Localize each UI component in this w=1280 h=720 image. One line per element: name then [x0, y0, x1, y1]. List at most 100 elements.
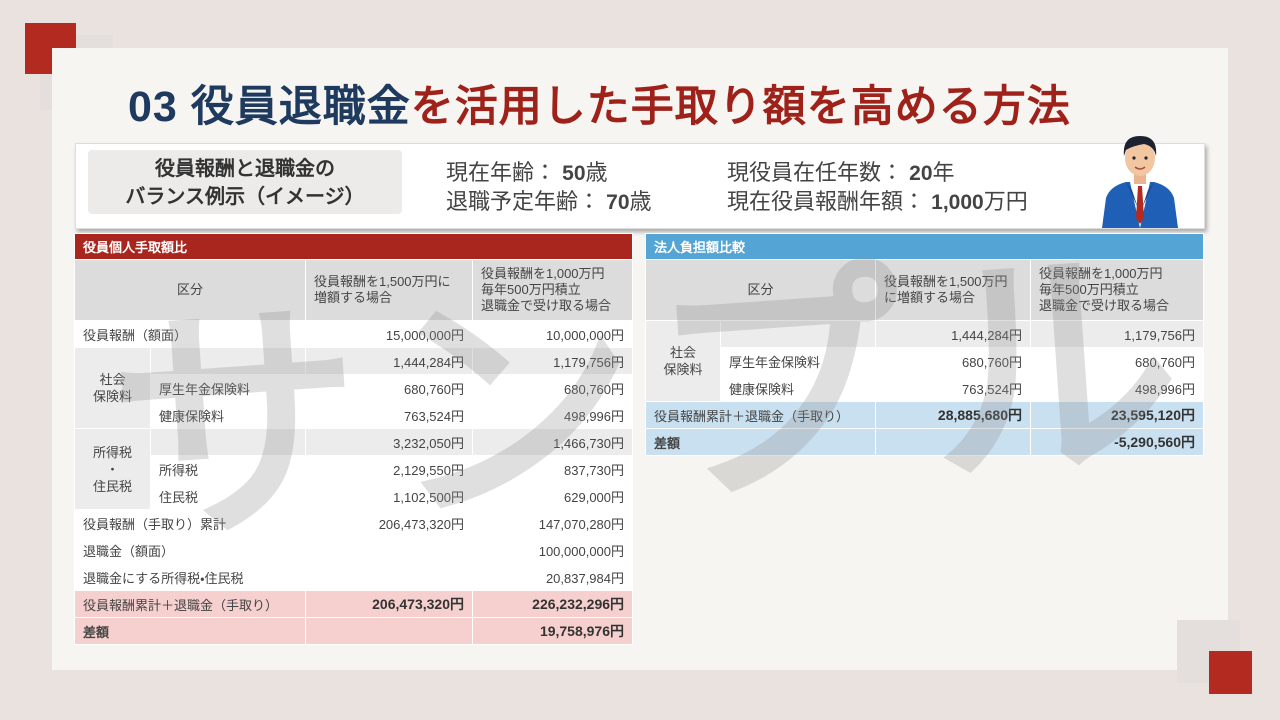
table-cell: 役員報酬を1,500万円に増額する場合 [305, 259, 473, 321]
info-item-label: 現在役員報酬年額： [727, 189, 926, 214]
table-cell [720, 320, 876, 348]
info-item-value: 20 [909, 162, 933, 185]
illustration-part [1144, 156, 1148, 160]
table-cell: 役員報酬累計＋退職金（手取り） [645, 401, 876, 429]
table-cell: 23,595,120円 [1029, 401, 1205, 429]
table-cell: 1,179,756円 [1029, 320, 1205, 348]
text-line: に増額する場合 [884, 290, 976, 305]
table-cell: 役員個人手取額比 [73, 233, 634, 260]
table-cell: 147,070,280円 [471, 509, 634, 537]
info-item-unit: 歳 [629, 189, 652, 214]
table-cell: 100,000,000円 [471, 536, 634, 564]
table-cell: 役員報酬累計＋退職金（手取り） [74, 590, 306, 618]
table-row: 役員報酬累計＋退職金（手取り） 28,885,680円 23,595,120円 [645, 401, 1205, 429]
info-item-unit: 万円 [983, 189, 1028, 214]
text-line: 役員報酬を1,000万円 [1039, 266, 1163, 281]
table-cell: 680,760円 [305, 374, 473, 402]
title: 03 役員退職金を活用した手取り額を高める方法 [128, 72, 1071, 134]
table-body: 役員個人手取額比 区分 役員報酬を1,500万円に 増額する場合 役員報酬を1,000… [73, 233, 634, 645]
text-line: 社会 [669, 345, 696, 360]
table-cell: -5,290,560円 [1029, 428, 1205, 456]
table-row: 健康保険料 763,524円 498,996円 [646, 374, 1205, 402]
text-line: 毎年500万円積立 [481, 282, 581, 297]
text-line: 保険料 [663, 362, 703, 377]
person-illustration [1102, 136, 1178, 228]
table-cell: 社会 保険料 [645, 320, 721, 402]
table-cell: 1,444,284円 [875, 320, 1031, 348]
info-item-value: 1,000 [931, 191, 984, 214]
title-dark: 03 役員退職金 [128, 83, 411, 131]
illustration-part [1123, 136, 1157, 156]
table-cell [305, 617, 473, 645]
text-line: 退職金で受け取る場合 [481, 298, 612, 313]
table-row: 退職金（額面） 100,000,000円 [74, 536, 634, 564]
info-item-unit: 年 [932, 160, 955, 185]
table-cell: 498,996円 [471, 401, 634, 429]
table-cell: 629,000円 [471, 482, 634, 510]
table-cell [305, 536, 473, 564]
text-line: 役員報酬を1,500万円 [884, 274, 1008, 289]
table-cell: 役員報酬を1,500万円に増額する場合 [875, 259, 1031, 321]
table-cell: 1,444,284円 [305, 347, 473, 375]
info-item-unit: 歳 [585, 160, 608, 185]
table-cell: 763,524円 [305, 401, 473, 429]
info-label-line: 役員報酬と退職金の [155, 158, 335, 180]
info-item-value: 70 [606, 191, 630, 214]
table-cell: 680,760円 [1029, 347, 1205, 375]
table-row: 社会 保険料 1,444,284円 1,179,756円 [74, 347, 634, 429]
table-row: 差額 -5,290,560円 [645, 428, 1205, 456]
left-table: 役員個人手取額比 区分 役員報酬を1,500万円に 増額する場合 役員報酬を1,000… [73, 233, 634, 645]
illustration-part [1136, 186, 1144, 224]
table-row: 役員報酬累計＋退職金（手取り） 206,473,320円 226,232,296円 [74, 590, 634, 618]
illustration-part [1134, 166, 1146, 170]
info-label-line: バランス例示（イメージ） [125, 186, 365, 208]
table-cell: 10,000,000円 [471, 320, 634, 348]
deco-square [1209, 651, 1252, 694]
table-cell: 厚生年金保険料 [150, 374, 306, 402]
table-cell: 差額 [74, 617, 306, 645]
info-item: 退職予定年齢： 70歳 [446, 184, 652, 216]
table-row: 区分役員報酬を1,500万円に増額する場合役員報酬を1,000万円毎年500万円… [74, 259, 634, 321]
table-cell: 退職金にする所得税・住民税 [74, 563, 306, 591]
info-item-label: 現在年齢： [446, 160, 557, 185]
table-row: 退職金にする所得税・住民税 20,837,984円 [74, 563, 634, 591]
table-row: 健康保険料 763,524円 498,996円 [75, 401, 634, 429]
table-row: 役員報酬（額面） 15,000,000円 10,000,000円 [74, 320, 634, 348]
table-cell: 1,466,730円 [471, 428, 634, 456]
table-cell: 区分 [74, 259, 306, 321]
table-cell: 健康保険料 [150, 401, 306, 429]
table-row: 所得税・住民税 3,232,050円 1,466,730円 [74, 428, 634, 510]
table-cell: 所得税・住民税 [74, 428, 151, 510]
table-cell: 健康保険料 [720, 374, 876, 402]
table-cell: 680,760円 [471, 374, 634, 402]
table-row: 役員報酬（手取り）累計 206,473,320円 147,070,280円 [74, 509, 634, 537]
table-row: 役員個人手取額比 [73, 233, 634, 260]
illustration-part [1125, 140, 1155, 176]
title-red: を活用した手取り額を高める方法 [410, 83, 1071, 131]
table-row: 住民税 1,102,500円 629,000円 [75, 482, 634, 510]
text-line: 毎年500万円積立 [1039, 282, 1139, 297]
info-item-label: 現役員在任年数： [727, 160, 904, 185]
table-cell: 19,758,976円 [471, 617, 634, 645]
text-line: 退職金で受け取る場合 [1039, 298, 1170, 313]
table-cell: 区分 [645, 259, 876, 321]
table-row: 所得税 2,129,550円 837,730円 [75, 455, 634, 483]
text-line: 役員報酬を1,500万円に [314, 274, 451, 289]
table-cell: 役員報酬（手取り）累計 [74, 509, 306, 537]
table-row: 社会保険料 1,444,284円 1,179,756円 [645, 320, 1205, 402]
table-row: 差額 19,758,976円 [74, 617, 634, 645]
text-line: 保険料 [92, 389, 132, 404]
text-line: 増額する場合 [314, 290, 393, 305]
table-cell: 763,524円 [875, 374, 1031, 402]
info-item-label: 退職予定年齢： [446, 189, 601, 214]
right-table: 法人負担額比較 区分 役員報酬を1,500万円 に増額する場合 役員報酬を1,000万… [644, 233, 1205, 456]
text-line: 社会 [99, 372, 126, 387]
table-cell: 206,473,320円 [305, 590, 473, 618]
table-cell: 法人負担額比較 [644, 233, 1205, 260]
table-cell: 498,996円 [1029, 374, 1205, 402]
table-cell: 3,232,050円 [305, 428, 473, 456]
table-cell: 206,473,320円 [305, 509, 473, 537]
table-cell: 役員報酬を1,000万円 毎年500万円積立 退職金で受け取る場合 [471, 259, 634, 321]
